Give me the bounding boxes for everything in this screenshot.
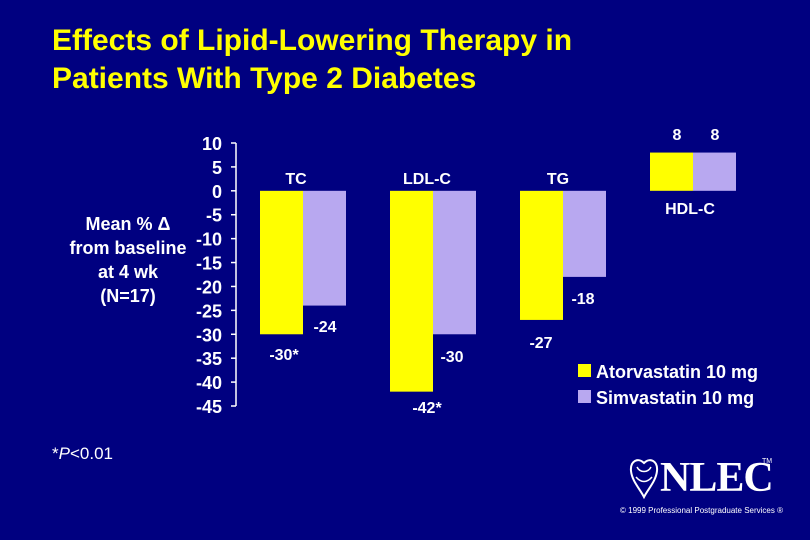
data-label: -30*	[269, 347, 299, 364]
y-tick-label: -35	[196, 349, 222, 369]
copyright: © 1999 Professional Postgraduate Service…	[620, 506, 783, 515]
ylabel-line-3: at 4 wk	[97, 262, 159, 282]
y-tick-label: -15	[196, 254, 222, 274]
title-line-1: Effects of Lipid-Lowering Therapy in	[52, 24, 573, 57]
legend-label: Simvastatin 10 mg	[596, 388, 754, 408]
y-tick-label: 0	[212, 182, 222, 202]
y-tick-label: 5	[212, 158, 222, 178]
ylabel-line-2: from baseline	[69, 238, 187, 258]
category-label: TG	[547, 171, 569, 188]
data-label: 8	[711, 127, 720, 144]
y-tick-label: -40	[196, 373, 222, 393]
ylabel-line-1: Mean % Δ	[85, 214, 171, 234]
data-label: -18	[571, 291, 594, 308]
chart-title: Effects of Lipid-Lowering Therapy in Pat…	[52, 22, 572, 98]
data-label: -42*	[412, 400, 442, 417]
logo-text: NLEC	[660, 455, 774, 501]
legend-swatch-1	[578, 364, 591, 377]
y-tick-label: 10	[202, 134, 222, 154]
bar-tg-series-1	[520, 190, 563, 320]
category-label: LDL-C	[403, 171, 451, 188]
bar-tc-series-2	[303, 190, 346, 306]
data-label: -30	[440, 349, 463, 366]
footnote-suffix: <0.01	[69, 444, 113, 463]
legend-swatch-2	[578, 390, 591, 403]
bar-hdl-c-series-1	[650, 152, 693, 191]
heart-logo-icon	[629, 459, 659, 500]
bar-ldl-c-series-1	[390, 190, 433, 392]
footnote-prefix: *	[52, 444, 59, 463]
title-line-2: Patients With Type 2 Diabetes	[52, 62, 477, 95]
nlec-logo: NLEC	[628, 455, 774, 501]
y-tick-label: -10	[196, 230, 222, 250]
bar-tg-series-2	[563, 190, 606, 277]
y-tick-label: -20	[196, 277, 222, 297]
legend-label: Atorvastatin 10 mg	[596, 362, 758, 382]
data-label: -24	[313, 319, 336, 336]
category-label: HDL-C	[665, 201, 715, 218]
footnote: *P<0.01	[52, 444, 113, 464]
bar-ldl-c-series-2	[433, 190, 476, 335]
bar-hdl-c-series-2	[693, 152, 736, 191]
footnote-p: P	[58, 444, 70, 463]
y-tick-label: -5	[206, 206, 222, 226]
category-label: TC	[285, 171, 307, 188]
y-axis-label: Mean % Δ from baseline at 4 wk (N=17)	[58, 212, 198, 308]
data-label: -27	[529, 335, 552, 352]
trademark: TM	[762, 458, 773, 465]
y-tick-label: -45	[196, 397, 222, 417]
y-tick-label: -25	[196, 301, 222, 321]
ylabel-line-4: (N=17)	[100, 286, 156, 306]
bar-tc-series-1	[260, 190, 303, 335]
data-label: 8	[673, 127, 682, 144]
y-tick-label: -30	[196, 325, 222, 345]
